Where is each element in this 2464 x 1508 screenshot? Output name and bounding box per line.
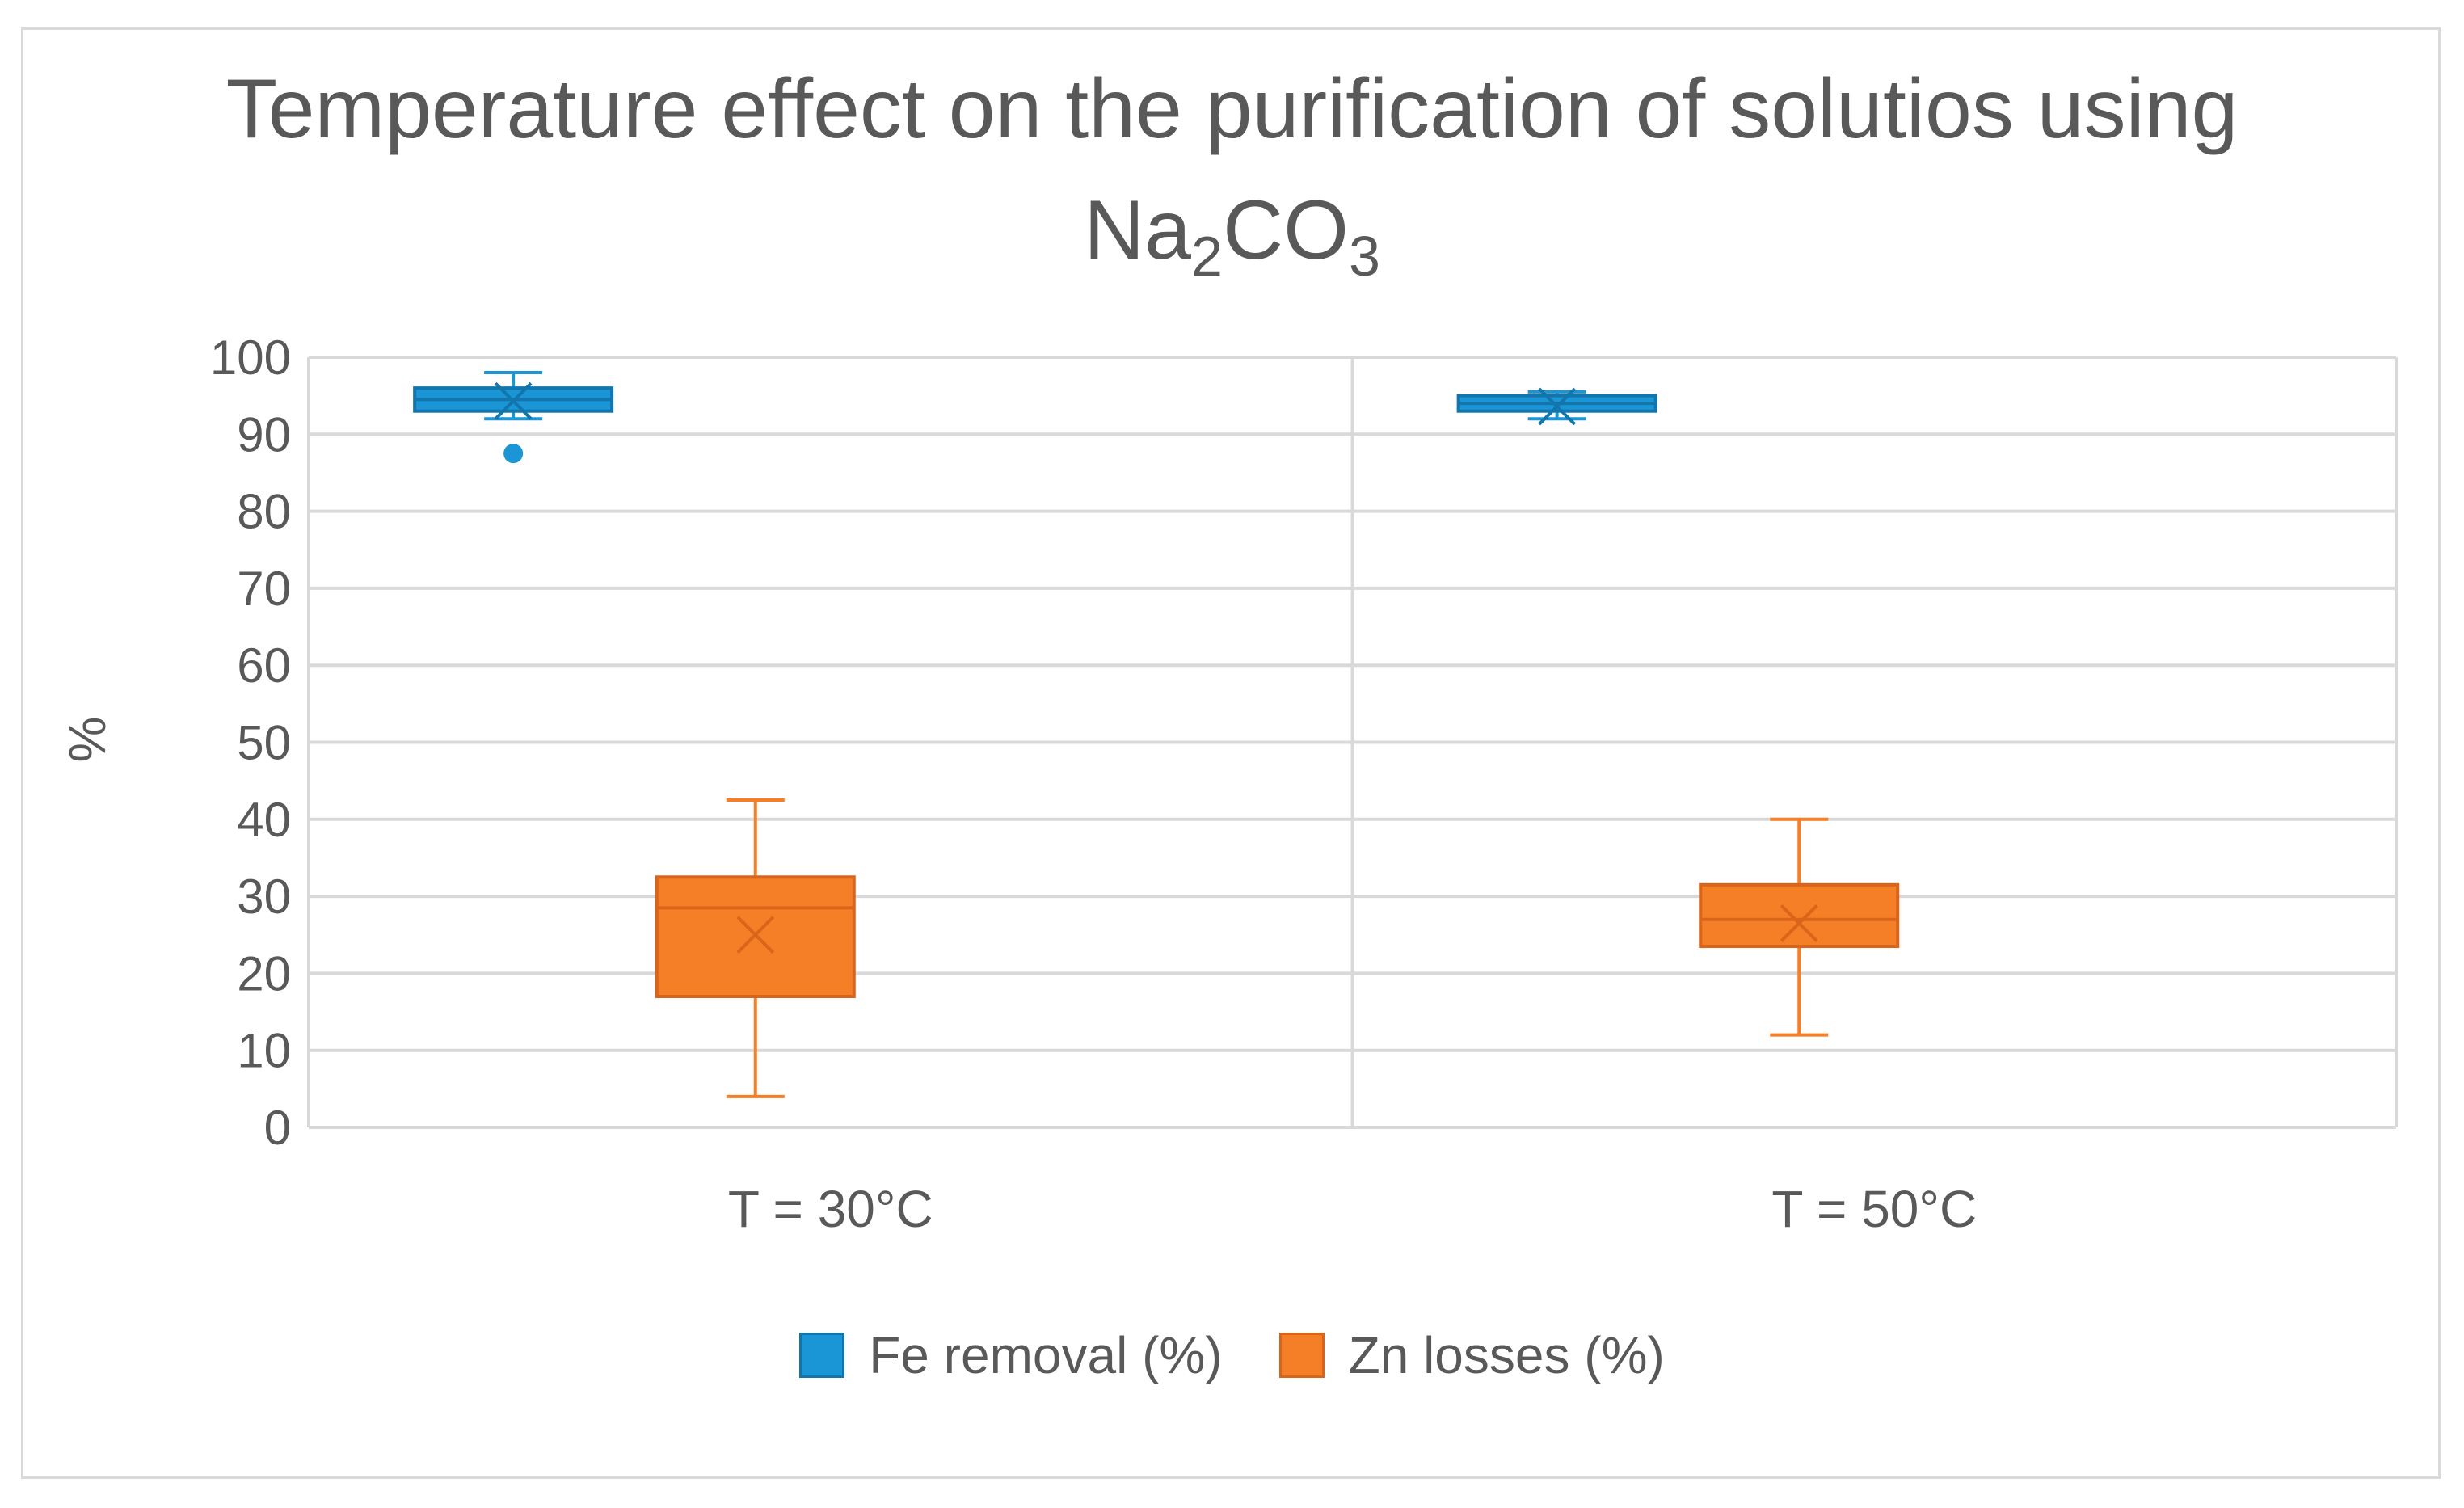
chart-title-line1: Temperature effect on the purification o… — [225, 62, 2239, 156]
legend-swatch-zn — [1278, 1333, 1325, 1378]
y-tick-label: 20 — [237, 946, 291, 1000]
box-zn-1 — [1699, 817, 1900, 1037]
box-layer — [413, 371, 1900, 1098]
box-iqr — [1699, 882, 1900, 949]
outlier-point — [503, 444, 524, 464]
mean-marker-b — [1538, 387, 1577, 426]
grid-layer — [307, 356, 2398, 1129]
y-tick-label: 90 — [237, 407, 291, 461]
mean-marker-b — [736, 916, 775, 954]
box-zn-0 — [655, 798, 856, 1098]
mean-marker-b — [494, 381, 533, 420]
y-tick-label: 80 — [237, 485, 291, 539]
x-category-label: T = 30°C — [728, 1180, 933, 1238]
legend: Fe removal (%) Zn losses (%) — [0, 1325, 2464, 1385]
y-axis-label: % — [58, 717, 116, 763]
legend-item-zn[interactable]: Zn losses (%) — [1278, 1325, 1665, 1385]
x-category-label: T = 50°C — [1771, 1180, 1977, 1238]
chart-frame — [21, 27, 2441, 1479]
axis-layer: 0 10 20 30 40 50 60 70 80 90 100 T = 30°C T = 50°C — [210, 331, 1977, 1238]
chart-title-formula: Na2CO3 — [1084, 183, 1380, 288]
y-tick-label: 70 — [237, 562, 291, 616]
box-fe-1 — [1456, 387, 1657, 426]
legend-swatch-fe — [799, 1333, 845, 1378]
mean-marker-b — [1780, 904, 1818, 942]
chart-title: Temperature effect on the purification o… — [0, 48, 2464, 291]
y-tick-label: 50 — [237, 716, 291, 770]
box-fe-0 — [413, 371, 614, 464]
legend-label-zn: Zn losses (%) — [1348, 1326, 1665, 1384]
legend-item-fe[interactable]: Fe removal (%) — [799, 1325, 1223, 1385]
y-tick-label: 100 — [210, 331, 291, 385]
legend-label-fe: Fe removal (%) — [869, 1326, 1223, 1384]
y-tick-label: 60 — [237, 638, 291, 693]
y-tick-label: 10 — [237, 1024, 291, 1078]
y-tick-label: 0 — [264, 1101, 291, 1155]
y-tick-label: 30 — [237, 870, 291, 924]
y-tick-label: 40 — [237, 793, 291, 847]
